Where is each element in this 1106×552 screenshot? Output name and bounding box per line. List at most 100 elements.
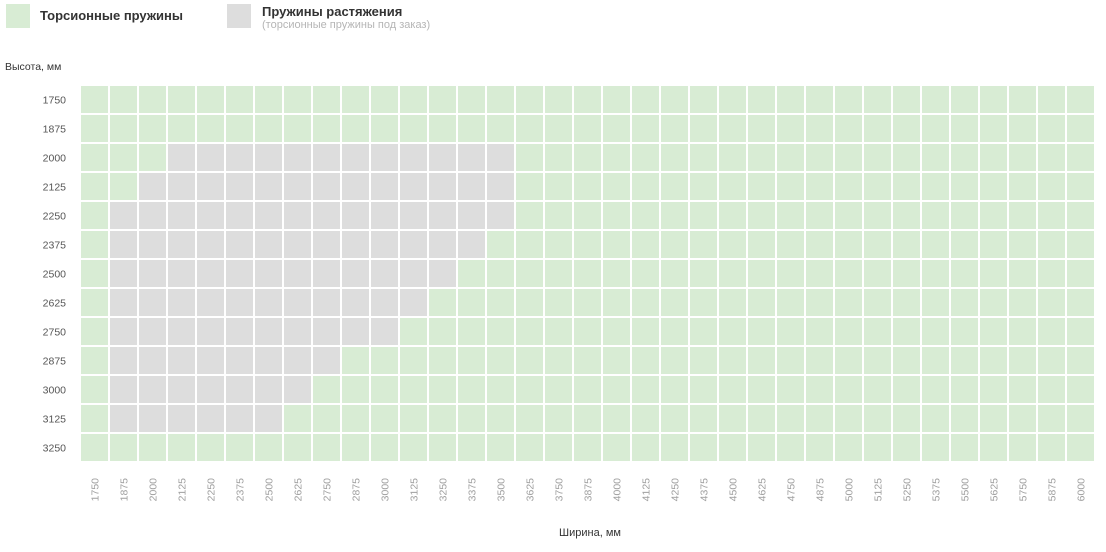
heatmap-cell	[197, 231, 224, 258]
heatmap-cell	[922, 289, 949, 316]
heatmap-cell	[139, 289, 166, 316]
heatmap-cell	[545, 289, 572, 316]
heatmap-cell	[545, 202, 572, 229]
heatmap-cell	[371, 405, 398, 432]
heatmap-cell	[980, 144, 1007, 171]
heatmap-cell	[545, 86, 572, 113]
heatmap-cell	[81, 376, 108, 403]
heatmap-cell	[806, 376, 833, 403]
heatmap-cell	[110, 318, 137, 345]
heatmap-cell	[835, 405, 862, 432]
x-tick-label: 5750	[1018, 478, 1030, 502]
heatmap-cell	[487, 202, 514, 229]
heatmap-cell	[1038, 173, 1065, 200]
heatmap-cell	[690, 405, 717, 432]
heatmap-cell	[1009, 376, 1036, 403]
heatmap-cell	[1067, 347, 1094, 374]
heatmap-cell	[864, 115, 891, 142]
heatmap-cell	[487, 115, 514, 142]
heatmap-cell	[81, 202, 108, 229]
x-tick-label: 4625	[757, 478, 769, 502]
heatmap-cell	[516, 434, 543, 461]
heatmap-cell	[1009, 318, 1036, 345]
heatmap-cell	[139, 144, 166, 171]
heatmap-cell	[980, 115, 1007, 142]
heatmap-cell	[574, 144, 601, 171]
heatmap-cell	[777, 173, 804, 200]
heatmap-cell	[139, 202, 166, 229]
heatmap-cell	[545, 260, 572, 287]
heatmap-cell	[690, 202, 717, 229]
heatmap-cell	[632, 289, 659, 316]
heatmap-cell	[458, 115, 485, 142]
heatmap-cell	[429, 318, 456, 345]
y-tick-label: 2750	[43, 327, 67, 339]
heatmap-cell	[1038, 231, 1065, 258]
x-tick-label: 3875	[583, 478, 595, 502]
heatmap-cell	[400, 173, 427, 200]
heatmap-cell	[458, 376, 485, 403]
heatmap-cell	[777, 405, 804, 432]
heatmap-cell	[313, 347, 340, 374]
heatmap-cell	[487, 318, 514, 345]
heatmap-cell	[313, 434, 340, 461]
heatmap-cell	[690, 231, 717, 258]
y-tick-label: 2250	[43, 211, 67, 223]
heatmap-cell	[255, 144, 282, 171]
heatmap-cell	[255, 347, 282, 374]
heatmap-cell	[110, 260, 137, 287]
heatmap-cell	[313, 173, 340, 200]
heatmap-cell	[226, 202, 253, 229]
heatmap-cell	[197, 202, 224, 229]
heatmap-cell	[806, 86, 833, 113]
heatmap-cell	[690, 173, 717, 200]
heatmap-cell	[835, 376, 862, 403]
heatmap-cell	[487, 289, 514, 316]
heatmap-cell	[719, 144, 746, 171]
heatmap-cell	[661, 173, 688, 200]
heatmap-cell	[1067, 318, 1094, 345]
x-tick-label: 2875	[351, 478, 363, 502]
heatmap-cell	[81, 347, 108, 374]
heatmap-cell	[1009, 115, 1036, 142]
y-tick-label: 2500	[43, 269, 67, 281]
heatmap-cell	[313, 144, 340, 171]
heatmap-cell	[864, 260, 891, 287]
heatmap-cell	[226, 434, 253, 461]
heatmap-cell	[371, 318, 398, 345]
heatmap-cell	[197, 260, 224, 287]
heatmap-cell	[197, 115, 224, 142]
x-tick-label: 5375	[931, 478, 943, 502]
heatmap-cell	[1009, 260, 1036, 287]
heatmap-cell	[516, 86, 543, 113]
x-tick-label: 3500	[496, 478, 508, 502]
heatmap-cell	[429, 115, 456, 142]
heatmap-cell	[1067, 289, 1094, 316]
heatmap-cell	[545, 434, 572, 461]
x-tick-label: 3625	[525, 478, 537, 502]
heatmap-cell	[110, 202, 137, 229]
heatmap-cell	[719, 231, 746, 258]
heatmap-cell	[429, 202, 456, 229]
heatmap-cell	[661, 260, 688, 287]
heatmap-cell	[603, 405, 630, 432]
x-tick-label: 5250	[902, 478, 914, 502]
heatmap-cell	[748, 405, 775, 432]
x-tick-label: 2500	[264, 478, 276, 502]
heatmap-cell	[81, 318, 108, 345]
heatmap-cell	[864, 434, 891, 461]
heatmap-cell	[603, 347, 630, 374]
heatmap-cell	[226, 347, 253, 374]
heatmap-cell	[922, 173, 949, 200]
heatmap-cell	[632, 376, 659, 403]
heatmap-cell	[1038, 260, 1065, 287]
heatmap-cell	[313, 202, 340, 229]
heatmap-cell	[951, 347, 978, 374]
heatmap-cell	[81, 115, 108, 142]
heatmap-cell	[951, 144, 978, 171]
heatmap-cell	[255, 115, 282, 142]
heatmap-cell	[313, 405, 340, 432]
heatmap-cell	[835, 318, 862, 345]
heatmap-cell	[632, 173, 659, 200]
